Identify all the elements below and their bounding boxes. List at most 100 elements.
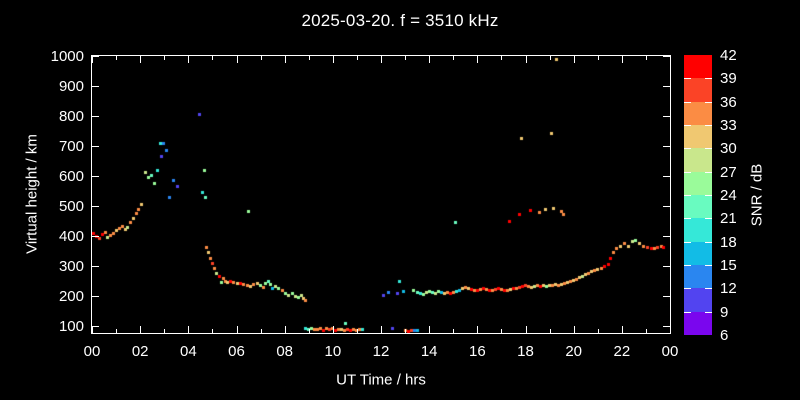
colorbar-boundary-tick	[705, 195, 712, 196]
colorbar-boundary-tick	[705, 125, 712, 126]
colorbar-segment	[684, 218, 712, 243]
y-tick	[663, 296, 670, 297]
y-tick	[92, 296, 99, 297]
x-axis-label: UT Time / hrs	[336, 371, 426, 389]
x-tick	[598, 329, 599, 333]
colorbar-boundary-tick	[684, 242, 691, 243]
x-tick	[188, 56, 189, 63]
colorbar-boundary-tick	[705, 312, 712, 313]
colorbar-boundary-tick	[705, 78, 712, 79]
x-tick	[116, 56, 117, 60]
x-tick-label: 20	[565, 343, 582, 360]
colorbar-boundary-tick	[684, 288, 691, 289]
x-tick	[646, 329, 647, 333]
y-tick	[92, 206, 99, 207]
colorbar-segment	[684, 311, 712, 336]
colorbar-boundary-tick	[705, 265, 712, 266]
x-tick	[405, 329, 406, 333]
y-tick-label: 300	[58, 258, 84, 275]
colorbar-segment	[684, 288, 712, 313]
y-tick-label: 600	[58, 168, 84, 185]
x-tick	[92, 56, 93, 63]
x-tick	[261, 56, 262, 60]
colorbar-boundary-tick	[684, 312, 691, 313]
y-tick	[663, 206, 670, 207]
y-tick	[663, 146, 670, 147]
x-tick	[357, 56, 358, 60]
colorbar-boundary-tick	[705, 172, 712, 173]
x-tick	[622, 56, 623, 63]
colorbar-tick-label: 6	[720, 327, 729, 344]
colorbar-boundary-tick	[684, 148, 691, 149]
x-tick-label: 12	[372, 343, 390, 360]
x-tick	[116, 329, 117, 333]
colorbar-boundary-tick	[705, 288, 712, 289]
y-tick-label: 700	[58, 138, 84, 155]
colorbar-tick-label: 15	[720, 257, 737, 274]
x-tick	[453, 329, 454, 333]
y-tick	[663, 236, 670, 237]
x-tick-label: 16	[468, 343, 486, 360]
snr-colorbar	[684, 55, 712, 336]
colorbar-tick-label: 30	[720, 140, 737, 158]
y-tick-label: 200	[58, 288, 84, 305]
x-tick	[140, 56, 141, 63]
x-tick	[333, 56, 334, 63]
x-tick-label: 14	[420, 343, 438, 360]
x-tick	[429, 326, 430, 333]
colorbar-boundary-tick	[684, 195, 691, 196]
colorbar-boundary-tick	[705, 102, 712, 103]
x-tick	[212, 56, 213, 60]
x-tick	[309, 56, 310, 60]
x-tick	[188, 326, 189, 333]
colorbar-boundary-tick	[684, 78, 691, 79]
x-tick	[164, 56, 165, 60]
colorbar-tick-label: 18	[720, 233, 737, 251]
y-tick-label: 100	[58, 318, 84, 335]
x-tick	[670, 56, 671, 63]
colorbar-segment	[684, 101, 712, 126]
colorbar-segment	[684, 78, 712, 103]
colorbar-tick-label: 36	[720, 93, 737, 111]
x-tick-label: 10	[324, 343, 342, 360]
colorbar-boundary-tick	[684, 218, 691, 219]
colorbar-tick-label: 33	[720, 117, 737, 134]
y-tick	[92, 266, 99, 267]
scatter-points-canvas	[92, 56, 670, 333]
x-tick	[285, 326, 286, 333]
colorbar-boundary-tick	[705, 242, 712, 243]
y-tick	[663, 86, 670, 87]
y-tick	[663, 326, 670, 327]
x-tick	[526, 326, 527, 333]
colorbar-boundary-tick	[684, 102, 691, 103]
x-tick	[140, 326, 141, 333]
x-tick	[646, 56, 647, 60]
x-tick	[501, 56, 502, 60]
x-tick	[622, 326, 623, 333]
x-tick	[550, 56, 551, 60]
colorbar-segment	[684, 148, 712, 173]
x-tick	[237, 56, 238, 63]
y-tick	[92, 116, 99, 117]
colorbar-tick-label: 39	[720, 70, 737, 88]
x-tick	[285, 56, 286, 63]
plot-area	[91, 55, 671, 334]
colorbar-segment	[684, 171, 712, 196]
colorbar-segment	[684, 241, 712, 266]
y-tick	[663, 116, 670, 117]
y-tick	[663, 176, 670, 177]
x-tick-label: 06	[228, 343, 245, 360]
y-tick-label: 400	[58, 228, 84, 245]
y-tick	[92, 326, 99, 327]
colorbar-tick-label: 27	[720, 163, 737, 181]
x-tick-label: 22	[613, 343, 631, 360]
x-tick	[477, 56, 478, 63]
x-tick-label: 18	[517, 343, 534, 360]
x-tick	[574, 326, 575, 333]
y-tick	[663, 56, 670, 57]
x-tick	[261, 329, 262, 333]
y-tick-label: 800	[58, 108, 84, 125]
x-tick	[670, 326, 671, 333]
x-tick	[212, 329, 213, 333]
